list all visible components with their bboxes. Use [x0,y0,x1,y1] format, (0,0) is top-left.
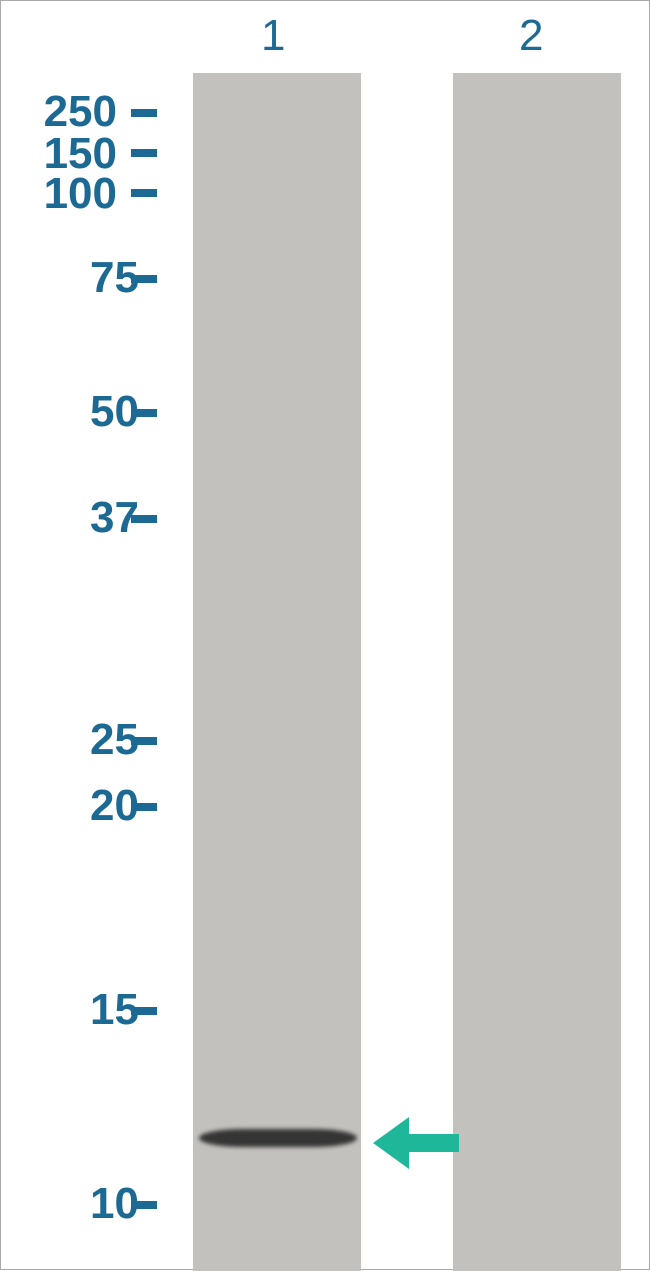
mw-marker-label-100: 100 [27,169,117,219]
lane-header-2: 2 [519,11,543,61]
mw-marker-label-15: 15 [49,985,139,1035]
mw-marker-label-75: 75 [49,253,139,303]
band-indicator-arrow [373,1117,459,1169]
lane-2 [453,73,621,1271]
mw-marker-label-20: 20 [49,781,139,831]
mw-marker-tick-20 [131,803,157,811]
lane-header-1: 1 [261,11,285,61]
arrow-head-icon [373,1117,409,1169]
mw-marker-label-37: 37 [49,493,139,543]
mw-marker-tick-50 [131,409,157,417]
mw-marker-tick-37 [131,515,157,523]
mw-marker-label-10: 10 [49,1179,139,1229]
mw-marker-label-50: 50 [49,387,139,437]
mw-marker-tick-10 [131,1201,157,1209]
western-blot-figure: 1225015010075503725201510 [0,0,650,1270]
mw-marker-tick-100 [131,189,157,197]
mw-marker-tick-75 [131,275,157,283]
protein-band-lane-1 [199,1129,357,1147]
arrow-shaft [409,1134,459,1152]
lane-1 [193,73,361,1271]
mw-marker-tick-250 [131,109,157,117]
mw-marker-label-25: 25 [49,715,139,765]
mw-marker-tick-15 [131,1007,157,1015]
mw-marker-tick-150 [131,149,157,157]
mw-marker-tick-25 [131,737,157,745]
